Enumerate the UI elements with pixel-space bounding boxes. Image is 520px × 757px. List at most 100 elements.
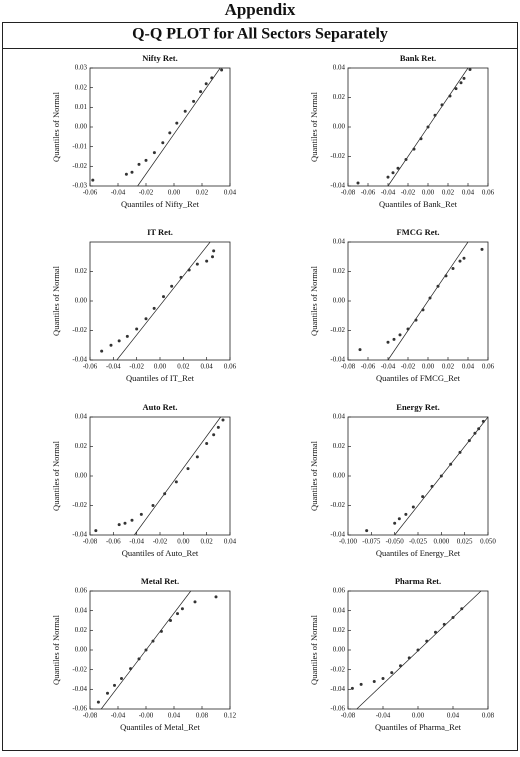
point bbox=[216, 425, 220, 429]
y-tick-label: 0.00 bbox=[333, 297, 346, 305]
point bbox=[214, 595, 218, 599]
point bbox=[159, 629, 163, 633]
x-tick-label: -0.02 bbox=[129, 363, 144, 371]
x-tick-label: 0.04 bbox=[462, 363, 475, 371]
point bbox=[433, 113, 437, 117]
point bbox=[356, 181, 360, 185]
y-tick-label: 0.04 bbox=[333, 413, 346, 421]
y-axis-label: Quantiles of Normal bbox=[51, 440, 61, 511]
x-tick-label: 0.02 bbox=[196, 189, 209, 197]
y-tick-label: 0.00 bbox=[333, 472, 346, 480]
x-axis-label: Quantiles of Nifty_Ret bbox=[121, 199, 200, 209]
point bbox=[421, 308, 425, 312]
point bbox=[144, 648, 148, 652]
plot-area bbox=[89, 67, 231, 187]
x-axis-label: Quantiles of Energy_Ret bbox=[376, 548, 461, 558]
point bbox=[468, 67, 472, 71]
x-tick-label: 0.04 bbox=[462, 189, 475, 197]
x-axis-label: Quantiles of Auto_Ret bbox=[122, 548, 199, 558]
y-axis-label: Quantiles of Normal bbox=[51, 91, 61, 162]
y-tick-label: -0.03 bbox=[72, 182, 87, 190]
y-tick-label: -0.02 bbox=[72, 501, 87, 509]
point bbox=[161, 141, 165, 145]
x-tick-label: 0.00 bbox=[168, 189, 181, 197]
x-tick-label: -0.050 bbox=[386, 538, 405, 546]
point bbox=[444, 274, 448, 278]
x-tick-label: 0.00 bbox=[177, 538, 190, 546]
plot-area bbox=[89, 416, 231, 536]
frame bbox=[2, 22, 518, 751]
y-tick-label: -0.02 bbox=[72, 326, 87, 334]
point bbox=[176, 612, 179, 616]
x-tick-label: 0.02 bbox=[442, 363, 455, 371]
x-tick-label: -0.06 bbox=[106, 538, 121, 546]
x-tick-label: 0.050 bbox=[480, 538, 496, 546]
point bbox=[137, 657, 141, 661]
point bbox=[169, 619, 172, 622]
x-tick-label: -0.04 bbox=[129, 538, 144, 546]
point bbox=[439, 474, 443, 478]
y-tick-label: 0.04 bbox=[333, 606, 346, 614]
point bbox=[467, 439, 471, 443]
x-tick-label: -0.02 bbox=[153, 538, 168, 546]
point bbox=[212, 433, 216, 437]
point bbox=[195, 455, 199, 459]
y-tick-label: 0.02 bbox=[75, 83, 88, 91]
x-tick-label: -0.08 bbox=[341, 189, 356, 197]
y-tick-label: 0.00 bbox=[75, 472, 88, 480]
page-title: Appendix bbox=[225, 0, 296, 19]
reference-line bbox=[134, 416, 221, 536]
point bbox=[94, 529, 98, 533]
y-tick-label: -0.04 bbox=[330, 685, 345, 693]
point bbox=[125, 334, 129, 338]
y-tick-label: 0.06 bbox=[75, 587, 88, 595]
x-tick-label: -0.02 bbox=[139, 189, 154, 197]
point bbox=[430, 484, 434, 488]
x-axis-label: Quantiles of FMCG_Ret bbox=[376, 373, 461, 383]
point bbox=[458, 450, 462, 454]
point bbox=[481, 419, 485, 423]
x-tick-label: 0.12 bbox=[224, 712, 237, 720]
x-tick-label: 0.04 bbox=[168, 712, 181, 720]
point bbox=[179, 275, 183, 279]
point bbox=[96, 700, 100, 704]
y-tick-label: 0.00 bbox=[75, 646, 88, 654]
x-axis-label: Quantiles of Pharma_Ret bbox=[375, 722, 462, 732]
y-tick-label: 0.01 bbox=[75, 103, 88, 111]
point bbox=[151, 639, 155, 643]
point bbox=[404, 157, 408, 161]
x-tick-label: -0.100 bbox=[339, 538, 358, 546]
y-tick-label: -0.04 bbox=[72, 356, 87, 364]
point bbox=[130, 170, 134, 174]
point bbox=[365, 529, 369, 533]
plot-area bbox=[89, 241, 231, 361]
point bbox=[109, 343, 113, 347]
x-tick-label: 0.08 bbox=[482, 712, 495, 720]
x-tick-label: 0.02 bbox=[442, 189, 455, 197]
x-tick-label: -0.06 bbox=[83, 189, 98, 197]
y-tick-label: 0.04 bbox=[75, 606, 88, 614]
point bbox=[425, 639, 429, 643]
point bbox=[120, 677, 123, 681]
y-axis-label: Quantiles of Normal bbox=[309, 265, 319, 336]
x-tick-label: 0.04 bbox=[224, 538, 237, 546]
chart-title: Nifty Ret. bbox=[142, 53, 177, 63]
point bbox=[412, 147, 416, 151]
point bbox=[175, 121, 179, 125]
point bbox=[428, 296, 432, 300]
point bbox=[174, 480, 178, 484]
y-tick-label: -0.04 bbox=[330, 531, 345, 539]
x-tick-label: 0.04 bbox=[447, 712, 460, 720]
point bbox=[168, 131, 172, 135]
plot-area bbox=[347, 241, 489, 361]
point bbox=[397, 517, 401, 521]
y-tick-label: -0.04 bbox=[330, 356, 345, 364]
point bbox=[124, 172, 128, 176]
y-tick-label: 0.00 bbox=[75, 123, 88, 131]
y-tick-label: -0.01 bbox=[72, 142, 87, 150]
y-tick-label: 0.04 bbox=[333, 238, 346, 246]
point bbox=[129, 667, 133, 671]
y-tick-label: -0.02 bbox=[72, 162, 87, 170]
point bbox=[221, 418, 225, 422]
